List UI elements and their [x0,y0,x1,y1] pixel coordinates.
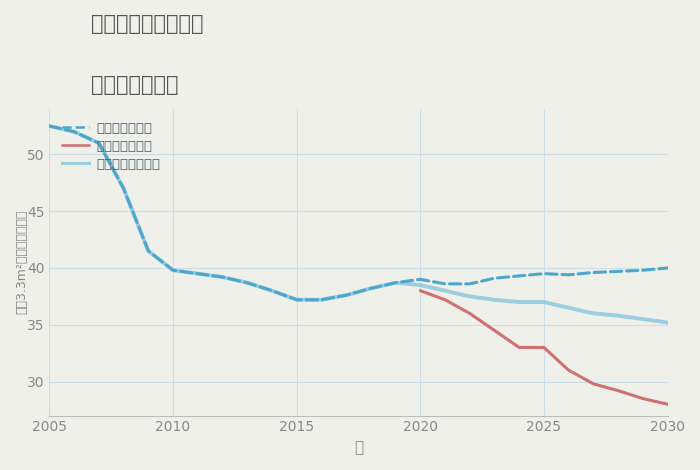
グッドシナリオ [416,276,424,282]
バッドシナリオ [638,396,647,401]
ノーマルシナリオ [564,305,573,311]
ノーマルシナリオ [342,292,350,298]
ノーマルシナリオ [490,297,498,303]
ノーマルシナリオ [46,123,54,129]
バッドシナリオ [490,328,498,333]
グッドシナリオ [391,280,400,286]
グッドシナリオ [267,288,276,293]
ノーマルシナリオ [391,280,400,286]
ノーマルシナリオ [664,320,672,325]
バッドシナリオ [664,401,672,407]
バッドシナリオ [515,345,524,350]
バッドシナリオ [564,368,573,373]
グッドシナリオ [614,268,622,274]
ノーマルシナリオ [169,267,177,273]
グッドシナリオ [564,272,573,278]
バッドシナリオ [466,311,474,316]
バッドシナリオ [540,345,548,350]
Y-axis label: 坪（3.3m²）単価（万円）: 坪（3.3m²）単価（万円） [15,210,28,314]
ノーマルシナリオ [94,140,103,146]
Legend: グッドシナリオ, バッドシナリオ, ノーマルシナリオ: グッドシナリオ, バッドシナリオ, ノーマルシナリオ [62,122,160,171]
Text: 奈良県奈良市三碓の: 奈良県奈良市三碓の [91,14,204,34]
ノーマルシナリオ [317,297,326,303]
グッドシナリオ [46,123,54,129]
グッドシナリオ [293,297,301,303]
グッドシナリオ [466,281,474,287]
バッドシナリオ [416,288,424,293]
ノーマルシナリオ [293,297,301,303]
グッドシナリオ [490,275,498,281]
ノーマルシナリオ [70,129,78,134]
グッドシナリオ [638,267,647,273]
グッドシナリオ [169,267,177,273]
X-axis label: 年: 年 [354,440,363,455]
グッドシナリオ [515,273,524,279]
グッドシナリオ [144,248,153,254]
バッドシナリオ [589,381,598,387]
ノーマルシナリオ [194,271,202,276]
Text: 土地の価格推移: 土地の価格推移 [91,75,178,95]
グッドシナリオ [540,271,548,276]
グッドシナリオ [317,297,326,303]
グッドシナリオ [94,140,103,146]
ノーマルシナリオ [267,288,276,293]
ノーマルシナリオ [441,288,449,293]
ノーマルシナリオ [243,280,251,286]
ノーマルシナリオ [638,316,647,322]
ノーマルシナリオ [367,286,375,291]
ノーマルシナリオ [540,299,548,305]
バッドシナリオ [614,388,622,393]
グッドシナリオ [441,281,449,287]
ノーマルシナリオ [416,282,424,288]
Line: ノーマルシナリオ: ノーマルシナリオ [50,126,668,322]
グッドシナリオ [367,286,375,291]
ノーマルシナリオ [614,313,622,319]
ノーマルシナリオ [218,274,227,280]
グッドシナリオ [589,270,598,275]
ノーマルシナリオ [466,294,474,299]
グッドシナリオ [664,265,672,271]
バッドシナリオ [441,297,449,303]
グッドシナリオ [194,271,202,276]
ノーマルシナリオ [144,248,153,254]
Line: バッドシナリオ: バッドシナリオ [420,290,668,404]
グッドシナリオ [218,274,227,280]
グッドシナリオ [342,292,350,298]
ノーマルシナリオ [589,311,598,316]
Line: グッドシナリオ: グッドシナリオ [50,126,668,300]
グッドシナリオ [70,129,78,134]
ノーマルシナリオ [120,186,128,191]
グッドシナリオ [243,280,251,286]
グッドシナリオ [120,186,128,191]
ノーマルシナリオ [515,299,524,305]
